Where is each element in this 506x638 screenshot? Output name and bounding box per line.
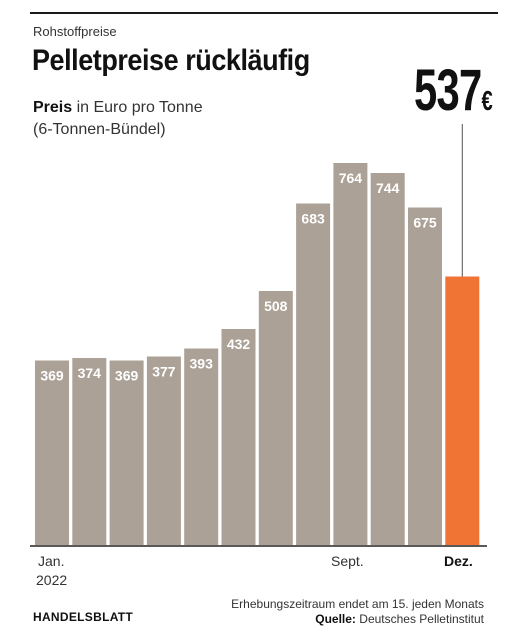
- bar: [296, 203, 331, 545]
- bar: [221, 329, 256, 545]
- footer-note: Erhebungszeitraum endet am 15. jeden Mon…: [231, 597, 484, 611]
- highlight-value: 537: [414, 58, 482, 123]
- bar: [35, 360, 69, 545]
- bar: [333, 163, 368, 545]
- highlight-value-label: 537€: [414, 62, 493, 120]
- source-text: Deutsches Pelletinstitut: [355, 612, 484, 626]
- chart-title: Pelletpreise rückläufig: [32, 44, 310, 77]
- bar: [184, 348, 219, 545]
- bar-data-label: 764: [339, 170, 363, 186]
- bar-data-label: 675: [413, 215, 437, 231]
- x-label-dez: Dez.: [444, 553, 473, 569]
- x-label-year: 2022: [36, 572, 68, 588]
- chart-kicker: Rohstoffpreise: [33, 24, 117, 39]
- bar-highlight: [445, 276, 480, 545]
- bar-data-label: 508: [264, 298, 288, 314]
- top-rule: [30, 12, 498, 14]
- bar-data-label: 393: [190, 356, 214, 372]
- bar: [370, 173, 405, 545]
- bar-data-label: 369: [40, 368, 64, 384]
- bar-data-label: 744: [376, 180, 400, 196]
- chart-subtitle-line2: (6-Tonnen-Bündel): [33, 121, 166, 138]
- footer-brand: HANDELSBLATT: [33, 610, 134, 624]
- x-label-sept: Sept.: [331, 553, 364, 569]
- highlight-unit: €: [481, 85, 493, 116]
- source-label: Quelle:: [315, 612, 356, 626]
- x-label-jan: Jan.: [38, 553, 65, 569]
- chart-subtitle: Preis in Euro pro Tonne: [33, 99, 203, 117]
- bar-data-label: 374: [78, 365, 102, 381]
- footer-source: Quelle: Deutsches Pelletinstitut: [315, 612, 484, 626]
- bar-data-label: 683: [301, 211, 325, 227]
- subtitle-bold: Preis: [33, 99, 73, 116]
- bar: [109, 360, 144, 545]
- bar: [72, 358, 107, 545]
- bar: [146, 356, 181, 545]
- bar-data-label: 377: [152, 364, 176, 380]
- bar-data-label: 369: [115, 368, 139, 384]
- subtitle-rest: in Euro pro Tonne: [72, 99, 203, 116]
- bar-data-label: 432: [227, 336, 251, 352]
- bar: [408, 207, 442, 545]
- bar: [258, 291, 293, 545]
